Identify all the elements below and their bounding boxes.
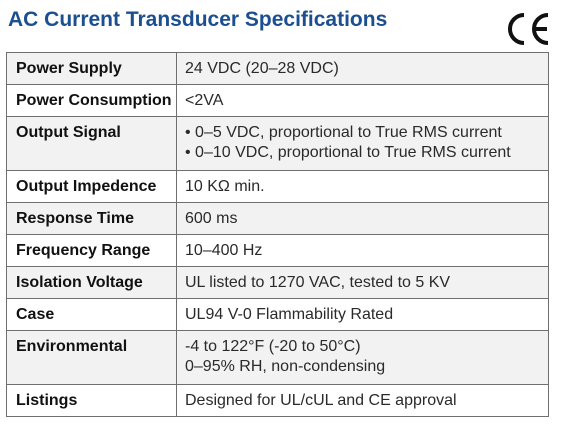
spec-label: Case — [6, 298, 177, 331]
page-title: AC Current Transducer Specifications — [8, 8, 388, 31]
spec-label: Isolation Voltage — [6, 266, 177, 299]
spec-value-line: <2VA — [185, 92, 224, 109]
spec-value-line: • 0–5 VDC, proportional to True RMS curr… — [185, 124, 502, 141]
spec-row: Listings Designed for UL/cUL and CE appro… — [6, 384, 549, 417]
spec-label: Frequency Range — [6, 234, 177, 267]
spec-label: Power Consumption — [6, 84, 177, 117]
spec-value-line: 10–400 Hz — [185, 242, 263, 259]
spec-value-line: UL listed to 1270 VAC, tested to 5 KV — [185, 274, 451, 291]
ce-mark-icon — [508, 13, 549, 45]
spec-row: Power Supply 24 VDC (20–28 VDC) — [6, 52, 549, 85]
spec-value-line: 10 KΩ min. — [185, 178, 265, 195]
spec-value: 600 ms — [176, 202, 549, 235]
spec-row: Environmental -4 to 122°F (-20 to 50°C) 0–… — [6, 330, 549, 385]
spec-value: UL listed to 1270 VAC, tested to 5 KV — [176, 266, 549, 299]
spec-value-line: -4 to 122°F (-20 to 50°C) — [185, 338, 361, 355]
spec-value: -4 to 122°F (-20 to 50°C) 0–95% RH, non-c… — [176, 330, 549, 385]
spec-row: Output Impedence 10 KΩ min. — [6, 170, 549, 203]
spec-value: • 0–5 VDC, proportional to True RMS curr… — [176, 116, 549, 171]
spec-label: Output Impedence — [6, 170, 177, 203]
spec-value-line: 600 ms — [185, 210, 238, 227]
spec-value: Designed for UL/cUL and CE approval — [176, 384, 549, 417]
spec-value: 10–400 Hz — [176, 234, 549, 267]
spec-value: <2VA — [176, 84, 549, 117]
spec-row: Power Consumption <2VA — [6, 84, 549, 117]
spec-label: Output Signal — [6, 116, 177, 171]
spec-label: Response Time — [6, 202, 177, 235]
spec-label: Listings — [6, 384, 177, 417]
spec-label: Power Supply — [6, 52, 177, 85]
spec-row: Isolation Voltage UL listed to 1270 VAC, … — [6, 266, 549, 299]
spec-row: Frequency Range 10–400 Hz — [6, 234, 549, 267]
spec-label: Environmental — [6, 330, 177, 385]
spec-value-line: 24 VDC (20–28 VDC) — [185, 60, 339, 77]
spec-value: UL94 V-0 Flammability Rated — [176, 298, 549, 331]
spec-value-line: • 0–10 VDC, proportional to True RMS cur… — [185, 144, 511, 161]
spec-row: Response Time 600 ms — [6, 202, 549, 235]
spec-row: Case UL94 V-0 Flammability Rated — [6, 298, 549, 331]
spec-value-line: Designed for UL/cUL and CE approval — [185, 392, 457, 409]
spec-value-line: 0–95% RH, non-condensing — [185, 358, 386, 375]
spec-table: Power Supply 24 VDC (20–28 VDC) Power Cons… — [6, 52, 549, 417]
spec-value: 10 KΩ min. — [176, 170, 549, 203]
spec-value-line: UL94 V-0 Flammability Rated — [185, 306, 394, 323]
spec-value: 24 VDC (20–28 VDC) — [176, 52, 549, 85]
spec-row: Output Signal • 0–5 VDC, proportional to … — [6, 116, 549, 171]
